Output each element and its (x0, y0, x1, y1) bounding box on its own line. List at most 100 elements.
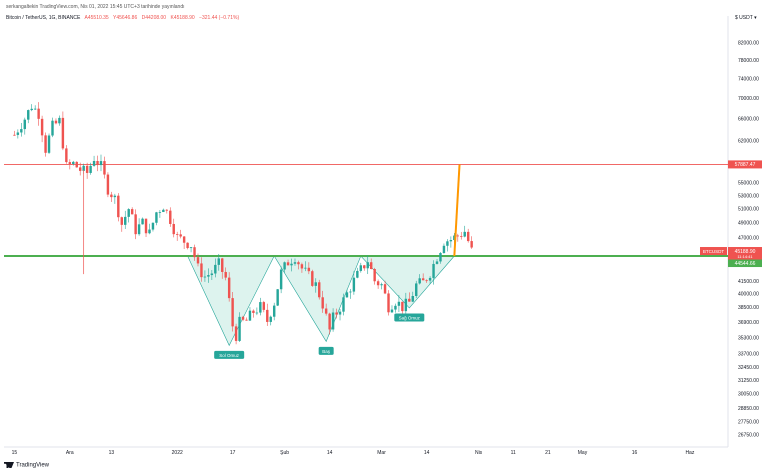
candle-body (89, 165, 92, 173)
candle-body (203, 276, 207, 278)
time-tick-label: 13 (109, 450, 115, 456)
candle-body (175, 234, 179, 235)
price-tick-label: 51000.00 (738, 207, 759, 213)
candle-body (279, 269, 283, 290)
candle-body (144, 218, 148, 234)
candle-body (238, 316, 241, 341)
price-tick-label: 33700.00 (738, 352, 759, 358)
price-tick-label: 26750.00 (738, 432, 759, 438)
countdown-text: 11:14:41 (737, 254, 753, 259)
candle-body (37, 108, 40, 119)
symbol-title[interactable]: Bitcoin / TetherUS, 1G, BINANCE (6, 15, 81, 21)
price-label-text: 57887.47 (735, 162, 756, 168)
candle-body (359, 265, 363, 271)
time-tick-label: May (578, 450, 588, 456)
price-tick-label: 66000.00 (738, 117, 759, 123)
candle-body (23, 119, 26, 130)
pattern-label: Sol Omuz (214, 350, 245, 359)
candle-body (404, 298, 408, 312)
candle-body (255, 312, 259, 314)
candle-body (380, 284, 383, 286)
candle-body (446, 241, 449, 246)
candle-body (311, 271, 314, 286)
candle-body (96, 160, 99, 166)
candle-body (421, 278, 425, 281)
candle-body (13, 134, 16, 136)
candle-body (241, 316, 245, 320)
candle-body (234, 326, 238, 341)
candle-body (262, 302, 266, 310)
pattern-label: Baş (318, 346, 334, 355)
price-tick-label: 78000.00 (738, 58, 759, 64)
low-value: D44208.00 (141, 15, 167, 21)
candle-body (44, 135, 47, 153)
candle-body (460, 236, 463, 238)
candle-body (221, 258, 224, 272)
publisher-line: serkangaltekin TradingView.com, Nis 01, … (6, 4, 185, 10)
candle-body (428, 277, 432, 281)
candle-body (224, 271, 227, 278)
time-tick-label: 21 (545, 450, 551, 456)
candle-body (61, 117, 65, 149)
price-tick-label: 31250.00 (738, 378, 759, 384)
candle-body (75, 161, 78, 168)
candle-body (349, 291, 352, 293)
pattern-label-bg (318, 346, 334, 355)
currency-selector[interactable]: $ USDT ▾ (735, 15, 757, 21)
high-value: Y45646.86 (113, 15, 138, 21)
price-tick-label: 41500.00 (738, 279, 759, 285)
candle-body (231, 298, 234, 327)
change-value: −321.44 (−0.71%) (199, 15, 240, 21)
candle-body (415, 283, 418, 297)
time-tick-label: 14 (327, 450, 333, 456)
candle-body (127, 209, 130, 217)
candle-body (266, 309, 269, 322)
candle-body (141, 218, 144, 225)
candle-body (165, 209, 169, 211)
candle-body (376, 281, 380, 286)
candle-body (103, 161, 106, 175)
close-value: K45188.90 (170, 15, 195, 21)
candle-body (172, 223, 175, 235)
candle-body (65, 148, 68, 163)
candle-body (300, 264, 304, 269)
candle-body (99, 161, 103, 166)
brand-label: TradingView (16, 462, 50, 469)
candle-body (134, 214, 137, 235)
candle-body (117, 195, 120, 218)
price-tick-label: 40000.00 (738, 292, 759, 298)
candle-body (245, 319, 248, 321)
time-tick-label: Ara (66, 450, 74, 456)
candle-body (85, 165, 89, 173)
candle-body (276, 289, 279, 306)
price-label-text: 45188.90 (735, 249, 756, 255)
candle-body (113, 195, 117, 198)
price-tick-label: 47000.00 (738, 235, 759, 241)
candle-body (425, 280, 428, 282)
candle-body (169, 210, 172, 224)
candle-body (155, 212, 158, 223)
candle-body (442, 245, 446, 254)
candle-body (369, 262, 373, 270)
candle-body (110, 194, 113, 198)
candle-body (387, 293, 390, 313)
candle-body (214, 264, 217, 274)
candle-body (352, 277, 356, 292)
time-tick-label: Nis (475, 450, 483, 456)
candle-body (227, 277, 231, 299)
ohlc-legend: Bitcoin / TetherUS, 1G, BINANCE A45510.3… (6, 15, 242, 21)
candle-body (338, 311, 342, 315)
candle-body (179, 234, 182, 237)
candle-body (307, 267, 311, 272)
price-label-bg (728, 259, 762, 268)
candle-body (40, 118, 44, 136)
tradingview-logo[interactable]: TradingView (4, 462, 49, 469)
price-tick-label: 27750.00 (738, 420, 759, 426)
symbol-badge-text: BTCUSDT (703, 249, 725, 254)
price-tick-label: 74000.00 (738, 77, 759, 83)
candle-body (207, 275, 210, 277)
candle-body (72, 161, 75, 164)
candle-body (68, 162, 72, 164)
price-tick-label: 62000.00 (738, 138, 759, 144)
